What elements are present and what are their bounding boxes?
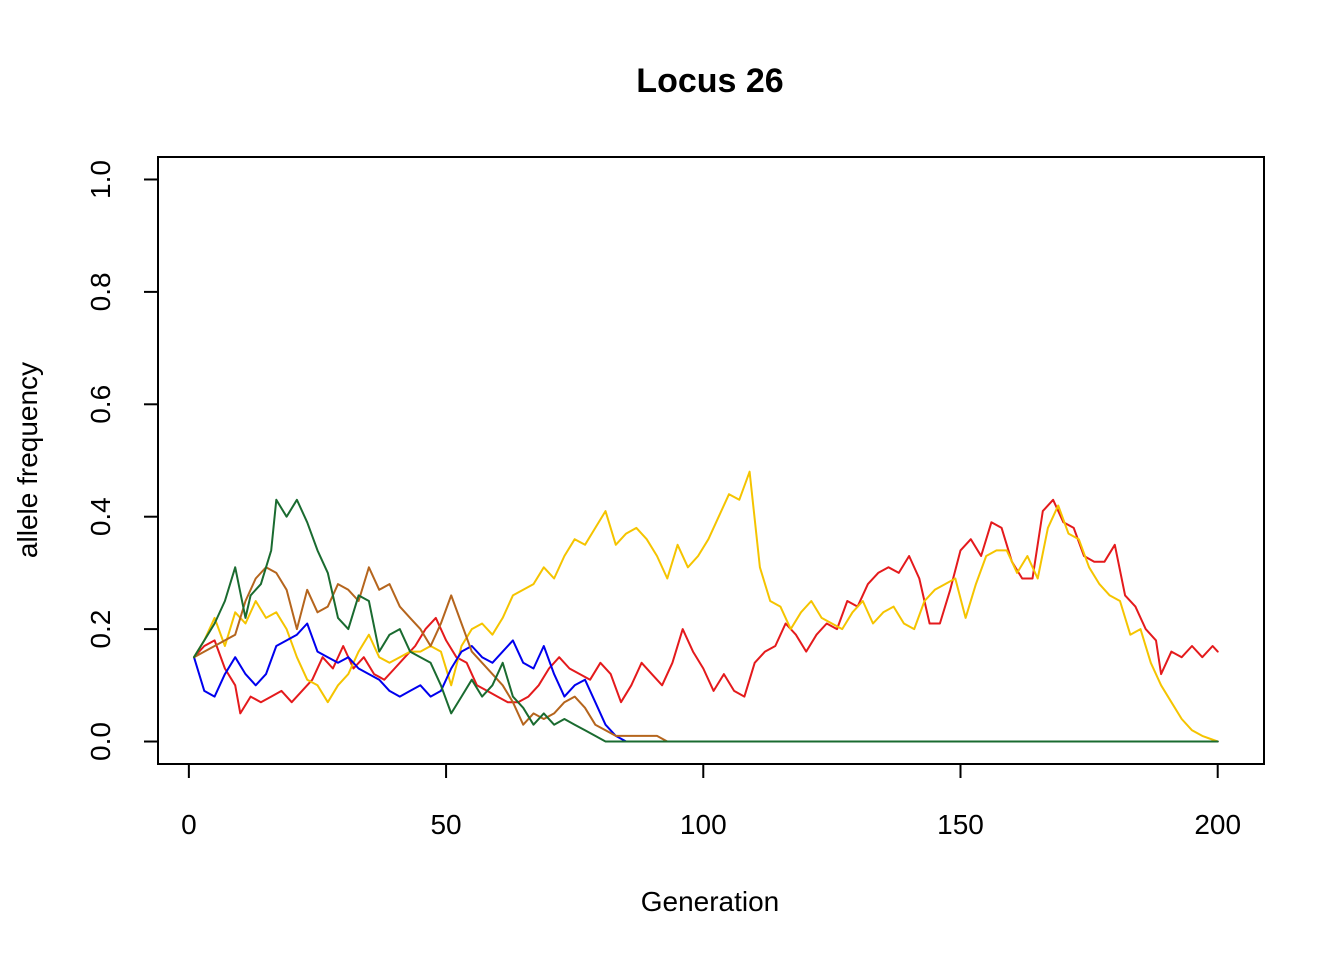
y-tick-label: 0.8 [85,272,116,311]
series-line-1 [193,498,1219,715]
y-axis: 0.0 0.2 0.4 0.6 0.8 1.0 [85,160,159,761]
x-tick-label: 100 [680,809,727,840]
plot-frame [157,156,1265,765]
x-tick-label: 0 [181,809,197,840]
y-tick-label: 0.2 [85,610,116,649]
series-line-5 [193,498,1219,743]
x-tick-label: 200 [1194,809,1241,840]
y-tick-label: 0.4 [85,497,116,536]
series-line-2 [193,470,1219,743]
y-tick-label: 1.0 [85,160,116,199]
x-axis-label: Generation [641,886,780,917]
y-tick-label: 0.6 [85,385,116,424]
x-tick-label: 150 [937,809,984,840]
x-tick-label: 50 [430,809,461,840]
y-axis-label: allele frequency [12,362,43,558]
y-tick-label: 0.0 [85,722,116,761]
series-line-4 [193,566,1219,743]
series-layer [193,470,1219,743]
series-line-3 [193,622,1219,743]
chart-title: Locus 26 [636,62,783,100]
x-axis: 0 50 100 150 200 [181,763,1241,840]
